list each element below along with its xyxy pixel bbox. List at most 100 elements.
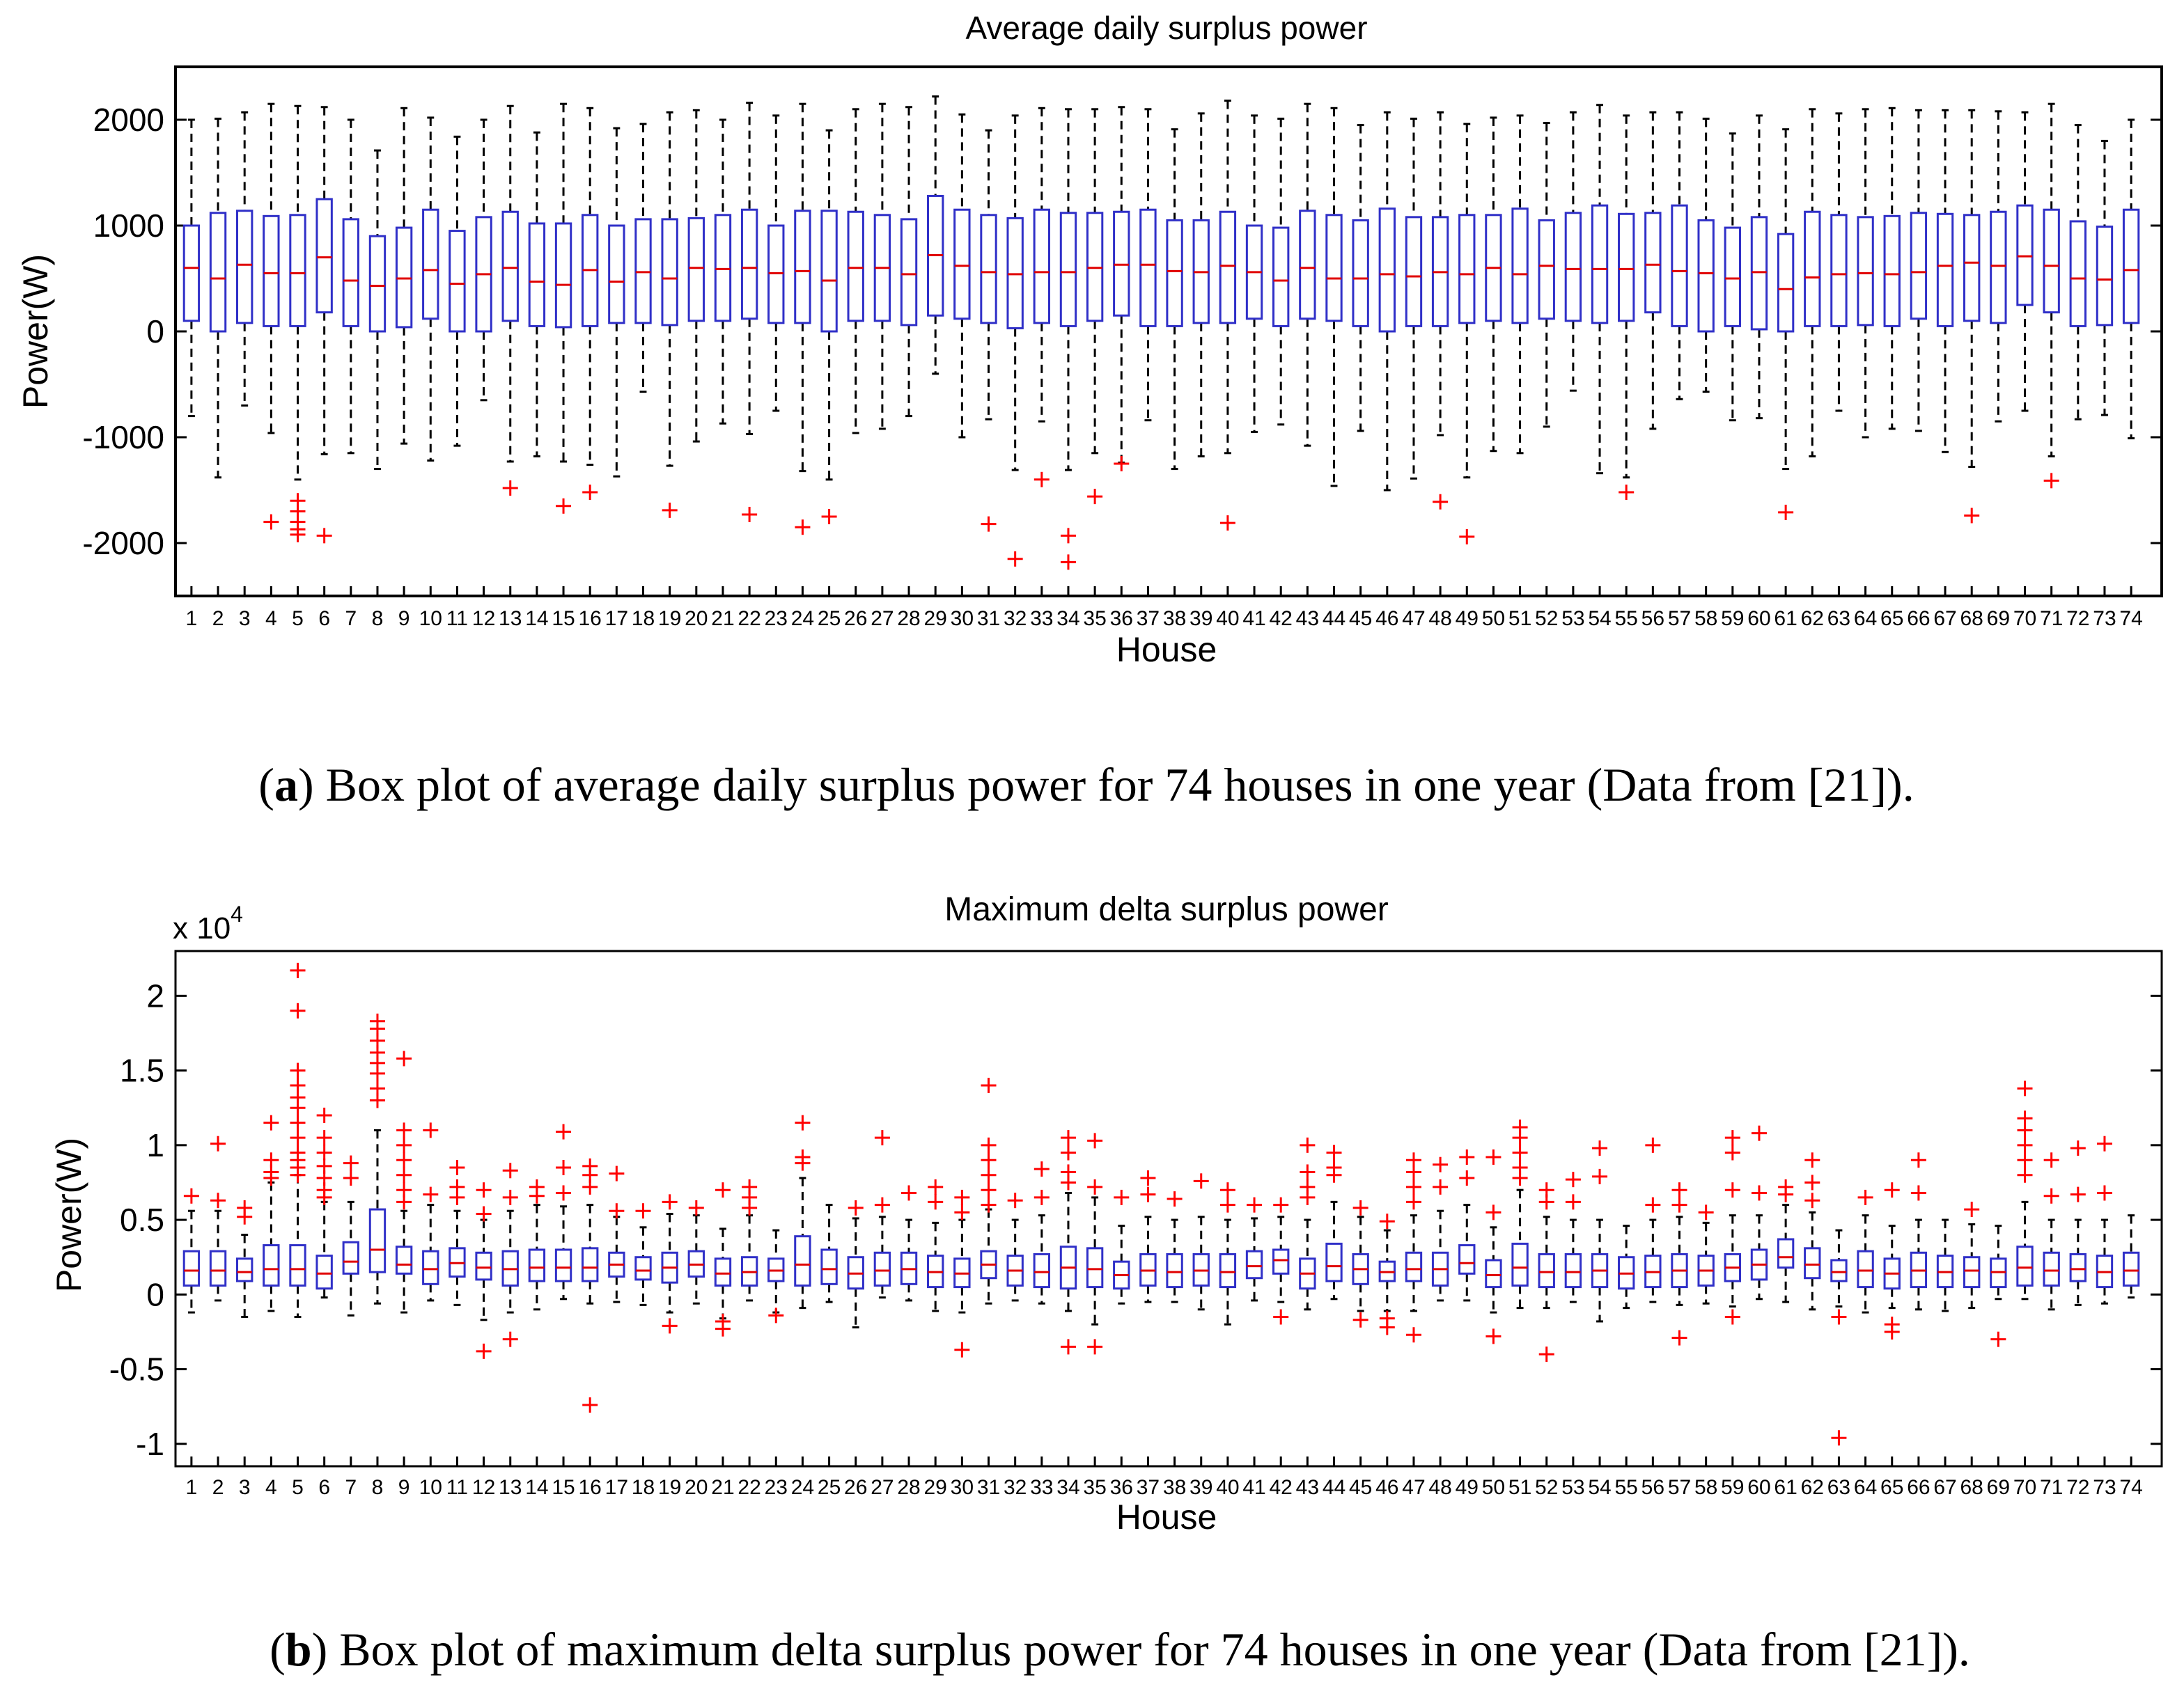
- plot-a-xtick-label: 14: [525, 607, 548, 630]
- iqr-box: [2122, 208, 2140, 324]
- plot-b-xtick-label: 3: [239, 1476, 251, 1499]
- plot-b-xtick-label: 59: [1721, 1476, 1744, 1499]
- outlier-point: [1300, 1137, 1316, 1153]
- plot-b-box-house-61: [1777, 1179, 1795, 1303]
- outlier-point: [369, 1081, 385, 1097]
- plot-a-box-house-21: [714, 118, 732, 425]
- plot-b-xtick-label: 67: [1933, 1476, 1956, 1499]
- plot-b-xtick-label: 71: [2040, 1476, 2063, 1499]
- plot-a-xtick-label: 70: [2013, 607, 2036, 630]
- outlier-point: [1352, 1312, 1368, 1328]
- caption-b-letter: b: [286, 1623, 312, 1676]
- plot-b-box-house-31: [980, 1078, 997, 1305]
- outlier-point: [1034, 471, 1050, 487]
- outlier-point: [1724, 1182, 1740, 1198]
- iqr-box: [953, 208, 971, 320]
- panel-b-maximum-delta-surplus-power: Maximum delta surplus power x 104 House …: [49, 891, 2163, 1537]
- iqr-box: [263, 214, 280, 327]
- outlier-point: [1087, 489, 1103, 505]
- plot-a-xtick-label: 31: [977, 607, 1000, 630]
- plot-a-box-house-67: [1936, 109, 1954, 453]
- plot-b-box-house-49: [1458, 1149, 1476, 1302]
- plot-b-xtick-label: 24: [791, 1476, 814, 1499]
- plot-b-title: Maximum delta surplus power: [944, 891, 1389, 928]
- outlier-point: [1645, 1137, 1661, 1153]
- plot-a-xtick-label: 63: [1827, 607, 1850, 630]
- plot-b-xtick-label: 55: [1615, 1476, 1638, 1499]
- plot-a-box-house-52: [1538, 122, 1555, 428]
- plot-b-box-house-62: [1804, 1152, 1821, 1311]
- plot-b-xtick-label: 29: [924, 1476, 947, 1499]
- outlier-point: [1804, 1193, 1820, 1209]
- plot-a-box-house-26: [847, 108, 864, 434]
- plot-a-xtick-label: 34: [1056, 607, 1079, 630]
- iqr-box: [1697, 219, 1715, 333]
- outlier-point: [502, 1189, 518, 1205]
- outlier-point: [1724, 1145, 1740, 1161]
- outlier-point: [1352, 1200, 1368, 1216]
- outlier-point: [316, 528, 332, 544]
- outlier-point: [290, 1130, 306, 1146]
- outlier-point: [688, 1200, 704, 1216]
- outlier-point: [981, 1152, 997, 1168]
- outlier-point: [874, 1197, 890, 1213]
- plot-b-xtick-label: 47: [1402, 1476, 1425, 1499]
- plot-b-xtick-label: 15: [552, 1476, 575, 1499]
- iqr-box: [873, 1251, 891, 1287]
- plot-a-yticks: -2000 -1000 0 1000 2000: [82, 102, 2162, 561]
- iqr-box: [1352, 219, 1369, 327]
- plot-a-xtick-label: 19: [658, 607, 681, 630]
- plot-b-xtick-label: 63: [1827, 1476, 1850, 1499]
- outlier-point: [1300, 1179, 1316, 1195]
- outlier-point: [1060, 1130, 1076, 1146]
- plot-b-xtick-label: 49: [1456, 1476, 1479, 1499]
- iqr-box: [554, 1248, 572, 1282]
- plot-a-xtick-label: 48: [1428, 607, 1451, 630]
- iqr-box: [1671, 204, 1688, 327]
- iqr-box: [1485, 1259, 1502, 1289]
- plot-b-xtick-label: 35: [1083, 1476, 1106, 1499]
- outlier-point: [1140, 1186, 1156, 1202]
- outlier-point: [1565, 1194, 1581, 1210]
- outlier-point: [1034, 1161, 1050, 1177]
- plot-b-xtick-label: 60: [1747, 1476, 1770, 1499]
- plot-a-xtick-label: 16: [579, 607, 602, 630]
- plot-b-box-house-59: [1724, 1130, 1741, 1325]
- outlier-point: [848, 1200, 864, 1216]
- plot-b-box-house-17: [608, 1165, 625, 1303]
- outlier-point: [874, 1130, 890, 1146]
- plot-b-xticks: 1 2 3 4 5 6 7 8 9 10 11 12 13 14 15 16 17 18 19 20 21 22 23 24 2…: [186, 1456, 2143, 1499]
- outlier-point: [1751, 1185, 1767, 1201]
- iqr-box: [1272, 1248, 1290, 1275]
- plot-a-xtick-label: 38: [1163, 607, 1186, 630]
- plot-b-box-house-45: [1352, 1200, 1369, 1328]
- iqr-box: [1299, 210, 1316, 320]
- plot-b-xtick-label: 10: [419, 1476, 442, 1499]
- outlier-point: [1140, 1170, 1156, 1186]
- plot-b-box-house-9: [395, 1051, 413, 1314]
- iqr-box: [740, 208, 758, 320]
- plot-b-box-house-68: [1963, 1202, 1981, 1310]
- outlier-point: [2017, 1167, 2033, 1183]
- iqr-box: [475, 1251, 492, 1281]
- plot-b-xtick-label: 70: [2013, 1476, 2036, 1499]
- plot-a-xtick-label: 39: [1190, 607, 1212, 630]
- outlier-point: [1857, 1189, 1873, 1205]
- outlier-point: [715, 1321, 731, 1337]
- outlier-point: [237, 1200, 253, 1216]
- plot-b-box-house-30: [953, 1189, 971, 1358]
- outlier-point: [449, 1179, 465, 1195]
- outlier-point: [1326, 1145, 1342, 1161]
- plot-a-box-house-47: [1405, 117, 1423, 480]
- outlier-point: [1964, 1202, 1980, 1218]
- outlier-point: [423, 1122, 439, 1138]
- plot-a-xtick-label: 51: [1508, 607, 1531, 630]
- iqr-box: [368, 1208, 387, 1273]
- plot-a-box-house-27: [873, 102, 891, 430]
- iqr-box: [1857, 1250, 1874, 1289]
- outlier-point: [954, 1342, 970, 1358]
- plot-b-box-house-12: [475, 1182, 492, 1359]
- outlier-point: [1060, 1164, 1076, 1180]
- outlier-point: [1405, 1152, 1421, 1168]
- iqr-box: [2096, 226, 2114, 327]
